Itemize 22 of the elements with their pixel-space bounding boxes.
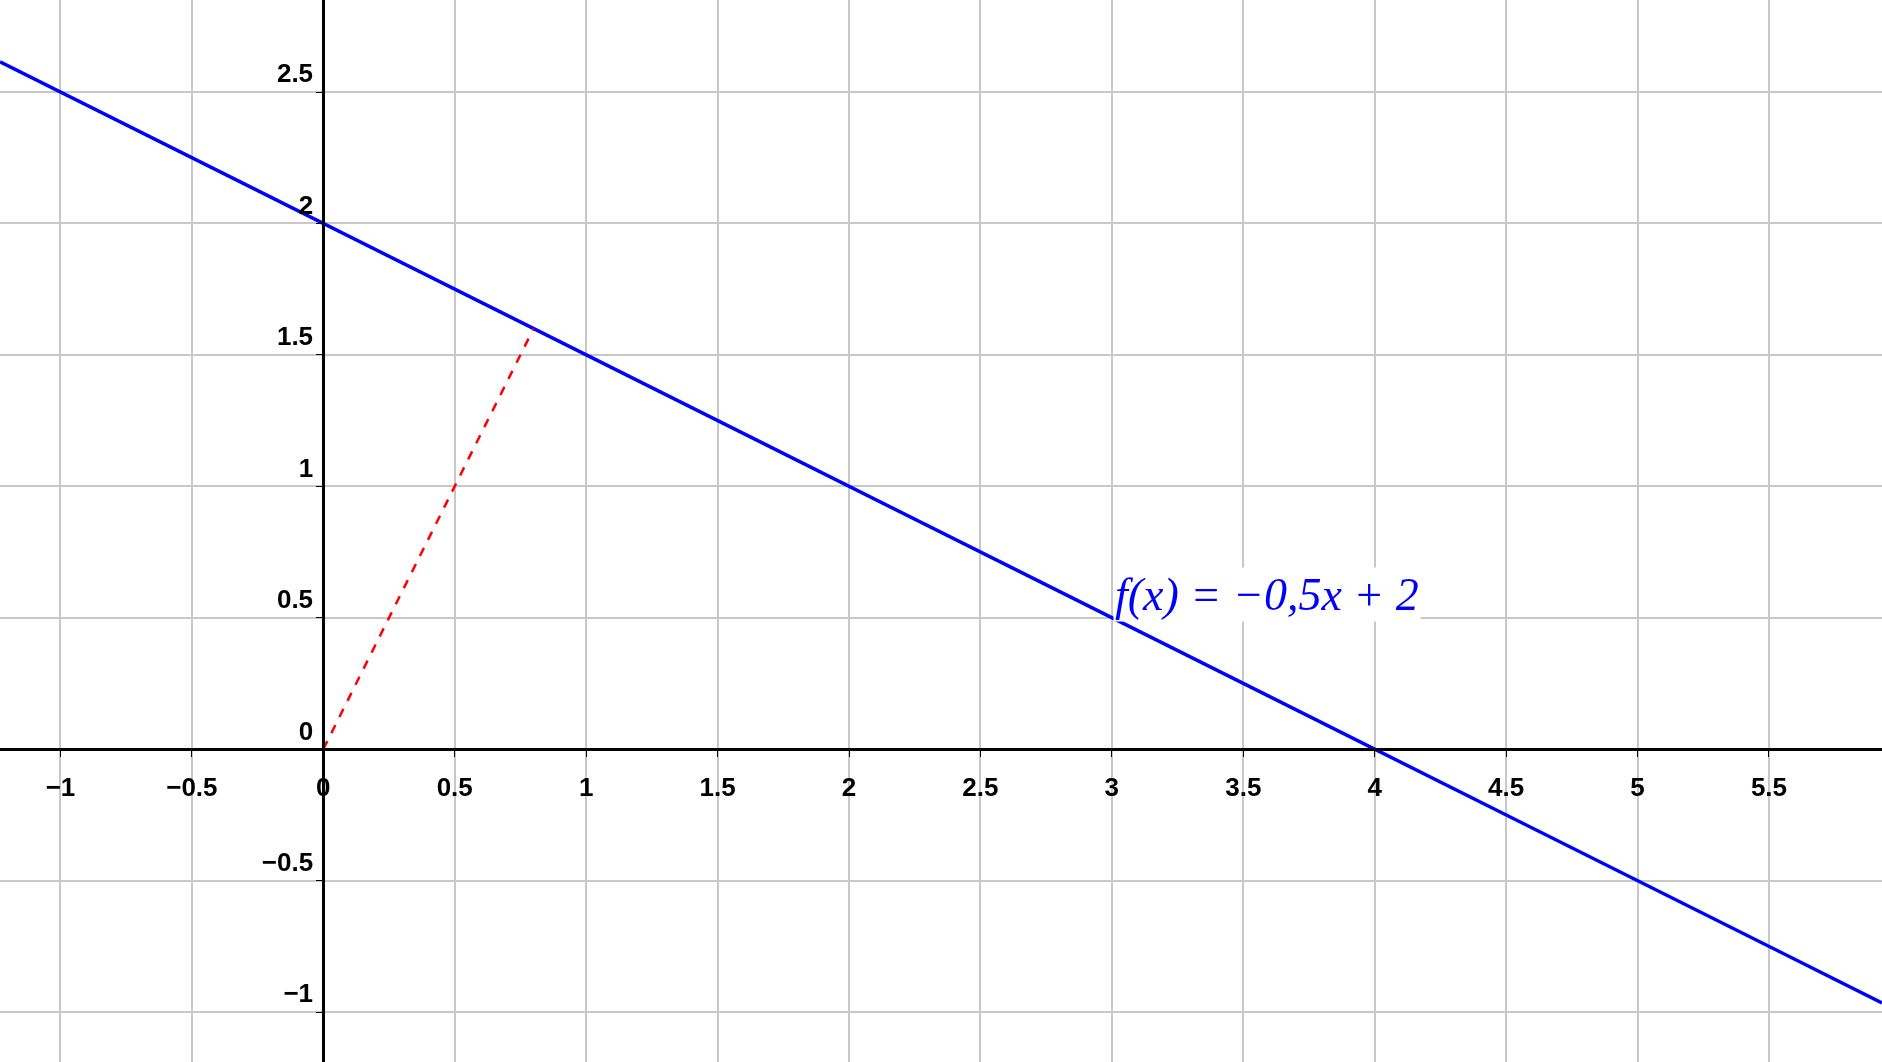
x-tick-label: 3.5 [1225, 772, 1262, 803]
y-tick-label: 1 [298, 452, 314, 483]
y-tick-label: 2 [298, 189, 314, 220]
x-tick-label: 5 [1630, 772, 1645, 803]
y-tick-label: −0.5 [261, 847, 314, 878]
x-tick-label: 5.5 [1750, 772, 1788, 803]
x-tick-label: 2 [841, 772, 857, 803]
y-tick-label: −1 [283, 978, 314, 1009]
y-tick-label: 0.5 [276, 584, 314, 615]
x-tick-label: 1 [578, 772, 594, 803]
x-tick-label: 0.5 [436, 772, 473, 803]
x-tick-label: 4 [1367, 772, 1383, 803]
x-tick-label: 3 [1104, 772, 1120, 803]
x-tick-label: −1 [45, 772, 76, 803]
x-tick-label: 1.5 [699, 772, 736, 803]
x-tick-label: −0.5 [166, 772, 218, 803]
x-tick-label: 2.5 [962, 772, 999, 803]
y-tick-label: 1.5 [276, 321, 314, 352]
y-tick-label: 2.5 [276, 58, 314, 89]
y-tick-label: 0 [298, 715, 314, 746]
series-label: f(x) = −0,5x + 2 [1115, 569, 1419, 620]
x-tick-label: 4.5 [1488, 772, 1525, 803]
